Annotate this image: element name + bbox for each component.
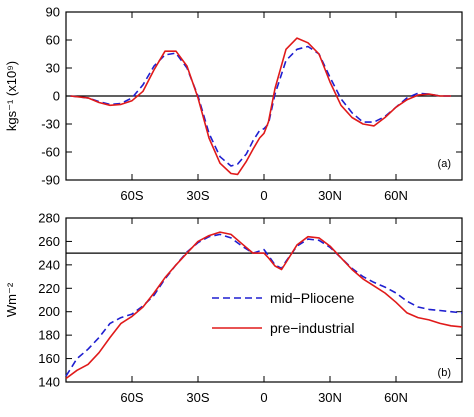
panel-a-ytick-label: -30: [41, 117, 60, 132]
panel-b-ytick-label: 160: [38, 351, 60, 366]
panel-b-ytick-label: 280: [38, 211, 60, 226]
panel-a-series-pre-industrial: [70, 37, 451, 176]
panel-b-ytick-label: 180: [38, 328, 60, 343]
panel-a-series-mid-pliocene: [70, 45, 451, 167]
panel-b-frame: [65, 217, 463, 383]
panel-b-series: [65, 231, 463, 380]
panel-a-ytick-label: -90: [41, 173, 60, 188]
panel-b-ytick-label: 260: [38, 234, 60, 249]
legend-label-pre-industrial: pre−industrial: [270, 320, 354, 336]
panel-a-tag: (a): [438, 158, 451, 170]
panel-b-ytick-label: 220: [38, 281, 60, 296]
panel-b-ylabel: Wm⁻²: [4, 282, 19, 317]
panel-a-series: [70, 37, 451, 176]
panel-b-xtick-label: 0: [260, 390, 267, 405]
panel-a-xtick-label: 30N: [318, 188, 342, 203]
panel-b-xtick-label: 60N: [384, 390, 408, 405]
panel-a-ylabel: kgs⁻¹ (x10⁹): [4, 61, 19, 131]
panel-b: 140 160 180 200 220 240 260 280 60S 30S 0 30N 60N Wm…: [4, 211, 463, 405]
legend-label-mid-pliocene: mid−Pliocene: [270, 290, 355, 306]
panel-a-ytick-label: 30: [46, 61, 60, 76]
panel-b-series-pre-industrial: [65, 231, 463, 380]
panel-a: -90 -60 -30 0 30 60 90 60S 30S 0 30N 60N kgs⁻¹ (x10…: [4, 5, 463, 203]
panel-a-xtick-label: 0: [260, 188, 267, 203]
panel-b-ytick-label: 140: [38, 375, 60, 390]
panel-a-ytick-label: 0: [53, 89, 60, 104]
panel-b-tag: (b): [438, 367, 451, 379]
panel-a-ytick-label: 60: [46, 33, 60, 48]
panel-a-xtick-label: 30S: [186, 188, 209, 203]
panel-a-ytick-label: 90: [46, 5, 60, 20]
panel-b-xtick-label: 30S: [186, 390, 209, 405]
panel-a-xtick-label: 60N: [384, 188, 408, 203]
panel-b-series-mid-pliocene: [65, 233, 463, 377]
panel-b-xtick-label: 30N: [318, 390, 342, 405]
panel-b-ytick-label: 240: [38, 257, 60, 272]
legend: mid−Pliocene pre−industrial: [212, 290, 355, 336]
panel-a-ticks: -90 -60 -30 0 30 60 90 60S 30S 0 30N 60N: [41, 5, 462, 203]
panel-a-ytick-label: -60: [41, 145, 60, 160]
panel-b-xtick-label: 60S: [120, 390, 143, 405]
panel-b-ytick-label: 200: [38, 304, 60, 319]
panel-b-ticks: 140 160 180 200 220 240 260 280 60S 30S 0 30N 60N: [38, 211, 462, 405]
panel-a-xtick-label: 60S: [120, 188, 143, 203]
